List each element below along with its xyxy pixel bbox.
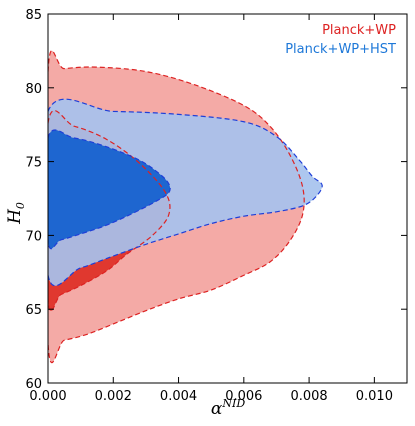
plot-area <box>48 50 323 364</box>
legend: Planck+WP Planck+WP+HST <box>285 23 396 57</box>
planck-wp-hst-95-region <box>48 99 323 286</box>
x-tick-label: 0.002 <box>95 389 132 404</box>
y-axis-label-sub: 0 <box>14 202 27 209</box>
axes-frame <box>47 13 408 384</box>
y-tick-label: 70 <box>25 229 42 244</box>
y-tick-label: 65 <box>25 303 42 318</box>
planck-wp-hst-68-outline <box>48 129 171 250</box>
x-tick-label: 0.010 <box>356 389 393 404</box>
legend-entry-planck-wp: Planck+WP <box>322 23 396 38</box>
y-axis-label-base: H <box>5 208 25 225</box>
y-tick-label: 80 <box>25 82 42 97</box>
y-axis-label: H0 <box>5 202 27 225</box>
y-tick-label: 60 <box>25 377 42 392</box>
planck-wp-68-outline <box>48 109 171 312</box>
planck-wp-hst-95-outline <box>48 98 323 287</box>
planck-wp-95-outline <box>48 50 305 364</box>
y-tick-label: 85 <box>25 8 42 23</box>
x-tick-label: 0.006 <box>225 389 262 404</box>
y-axis-ticks: 60 65 70 75 80 85 <box>25 8 407 392</box>
x-axis-label: αNID <box>211 397 245 419</box>
x-axis-label-sup: NID <box>221 397 245 410</box>
x-tick-label: 0.004 <box>160 389 197 404</box>
y-tick-label: 75 <box>25 156 42 171</box>
planck-wp-hst-68-region <box>48 130 171 249</box>
x-axis-ticks: 0.000 0.002 0.004 0.006 0.008 0.010 <box>29 14 393 404</box>
x-axis-label-base: α <box>211 399 223 419</box>
legend-entry-planck-wp-hst: Planck+WP+HST <box>285 42 396 57</box>
x-tick-label: 0.000 <box>29 389 66 404</box>
x-tick-label: 0.008 <box>290 389 327 404</box>
axes-border <box>47 13 408 384</box>
